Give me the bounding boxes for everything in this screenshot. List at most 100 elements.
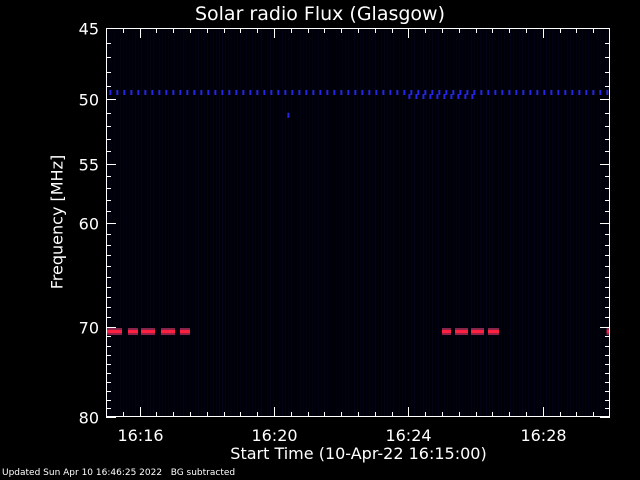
- noise-streak: [255, 29, 256, 416]
- interference-dot: [494, 89, 497, 95]
- noise-streak: [456, 29, 457, 416]
- noise-streak: [171, 29, 172, 416]
- interference-dot: [123, 89, 126, 95]
- noise-streak: [378, 29, 379, 416]
- noise-streak: [510, 29, 511, 416]
- noise-streak: [294, 29, 295, 416]
- interference-dot: [515, 89, 518, 95]
- interference-dot: [256, 89, 259, 95]
- noise-streak: [162, 29, 163, 416]
- interference-dot: [165, 89, 168, 95]
- interference-dot: [578, 89, 581, 95]
- noise-streak: [306, 29, 307, 416]
- interference-dot: [158, 89, 161, 95]
- emission-features: [107, 89, 609, 336]
- noise-streak: [321, 29, 322, 416]
- noise-streak: [525, 29, 526, 416]
- noise-streak: [270, 29, 271, 416]
- noise-streak: [399, 29, 400, 416]
- interference-dot: [564, 89, 567, 95]
- noise-streak: [564, 29, 565, 416]
- interference-dot: [445, 89, 448, 95]
- noise-streak: [351, 29, 352, 416]
- interference-dot: [403, 89, 406, 95]
- noise-streak: [354, 29, 355, 416]
- noise-streak: [339, 29, 340, 416]
- noise-streak: [513, 29, 514, 416]
- interference-dot: [214, 89, 217, 95]
- noise-streak: [225, 29, 226, 416]
- noise-streak: [594, 29, 595, 416]
- noise-streak: [303, 29, 304, 416]
- noise-streak: [474, 29, 475, 416]
- interference-dot: [130, 89, 133, 95]
- noise-streak: [120, 29, 121, 416]
- interference-dot: [415, 94, 418, 100]
- interference-dot: [235, 89, 238, 95]
- noise-streak: [216, 29, 217, 416]
- noise-streak: [417, 29, 418, 416]
- noise-streak: [507, 29, 508, 416]
- noise-streak: [189, 29, 190, 416]
- interference-dot: [422, 94, 425, 100]
- noise-streak: [132, 29, 133, 416]
- noise-streak: [423, 29, 424, 416]
- noise-streak: [468, 29, 469, 416]
- interference-dot: [291, 89, 294, 95]
- y-tick-label: 60: [79, 215, 99, 234]
- noise-streak: [267, 29, 268, 416]
- noise-streak: [123, 29, 124, 416]
- noise-streak: [243, 29, 244, 416]
- noise-streak: [213, 29, 214, 416]
- interference-dot: [270, 89, 273, 95]
- interference-dot: [354, 89, 357, 95]
- noise-streak: [111, 29, 112, 416]
- noise-streak: [546, 29, 547, 416]
- noise-streak: [570, 29, 571, 416]
- interference-dot: [263, 89, 266, 95]
- noise-streak: [195, 29, 196, 416]
- noise-streak: [198, 29, 199, 416]
- updated-timestamp: Updated Sun Apr 10 16:46:25 2022: [2, 468, 163, 478]
- interference-dot: [550, 89, 553, 95]
- interference-dot: [326, 89, 329, 95]
- interference-dot: [305, 89, 308, 95]
- noise-streak: [384, 29, 385, 416]
- noise-streak: [165, 29, 166, 416]
- interference-dot: [459, 89, 462, 95]
- noise-streak: [369, 29, 370, 416]
- noise-streak: [516, 29, 517, 416]
- interference-dot: [277, 89, 280, 95]
- x-tick-label: 16:24: [385, 426, 431, 445]
- noise-streak: [483, 29, 484, 416]
- noise-streak: [348, 29, 349, 416]
- noise-streak: [201, 29, 202, 416]
- interference-dot: [450, 94, 453, 100]
- noise-streak: [381, 29, 382, 416]
- noise-streak: [357, 29, 358, 416]
- noise-streak: [477, 29, 478, 416]
- noise-streak: [366, 29, 367, 416]
- noise-streak: [486, 29, 487, 416]
- interference-dot: [443, 94, 446, 100]
- burst-segment: [471, 330, 484, 334]
- interference-dot: [473, 89, 476, 95]
- noise-streak: [327, 29, 328, 416]
- noise-streak: [504, 29, 505, 416]
- noise-streak: [273, 29, 274, 416]
- interference-dot: [571, 89, 574, 95]
- noise-streak: [408, 29, 409, 416]
- noise-streak: [582, 29, 583, 416]
- noise-streak: [285, 29, 286, 416]
- noise-streak: [318, 29, 319, 416]
- burst-segment: [442, 330, 451, 334]
- noise-streak: [279, 29, 280, 416]
- noise-streak: [429, 29, 430, 416]
- noise-streak: [573, 29, 574, 416]
- noise-streak: [489, 29, 490, 416]
- noise-streak: [591, 29, 592, 416]
- noise-streak: [210, 29, 211, 416]
- noise-streak: [390, 29, 391, 416]
- noise-streak: [543, 29, 544, 416]
